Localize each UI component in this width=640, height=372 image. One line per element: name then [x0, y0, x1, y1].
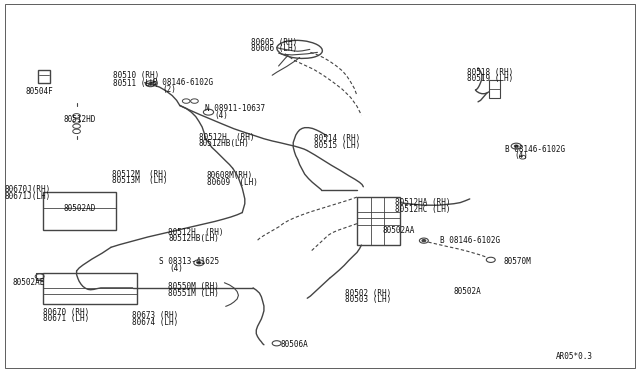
Text: (4): (4) [169, 264, 183, 273]
Text: 80502AA: 80502AA [383, 226, 415, 235]
Text: 80512HB(LH): 80512HB(LH) [199, 140, 250, 148]
Text: (4): (4) [515, 151, 528, 160]
Text: 80671J(LH): 80671J(LH) [4, 192, 51, 201]
Text: 80673 (RH): 80673 (RH) [132, 311, 179, 320]
Text: (2): (2) [163, 85, 177, 94]
Text: (4): (4) [215, 110, 228, 120]
Circle shape [422, 240, 426, 242]
Bar [489, 80, 500, 98]
Text: 80670J(RH): 80670J(RH) [4, 185, 51, 194]
Bar [43, 273, 137, 304]
Circle shape [515, 145, 518, 147]
Circle shape [197, 262, 201, 264]
Text: 80512HB(LH): 80512HB(LH) [168, 234, 220, 243]
Text: 80670 (RH): 80670 (RH) [43, 308, 89, 317]
Text: 80512M  (RH): 80512M (RH) [111, 170, 167, 179]
Text: B 08146-6102G: B 08146-6102G [505, 145, 565, 154]
Text: 80512HD: 80512HD [64, 115, 96, 124]
Text: 80502AD: 80502AD [64, 204, 96, 214]
Text: 80606 (LH): 80606 (LH) [251, 44, 298, 53]
Text: 80519 (LH): 80519 (LH) [467, 74, 513, 83]
Text: N 08911-10637: N 08911-10637 [205, 104, 266, 113]
Text: B 08146-6102G: B 08146-6102G [440, 236, 500, 245]
Text: 80515 (LH): 80515 (LH) [314, 141, 360, 150]
Bar [43, 192, 116, 230]
Bar [38, 70, 51, 83]
Text: S 08313-41625: S 08313-41625 [159, 257, 220, 266]
Text: 80506A: 80506A [280, 340, 308, 349]
Text: AR05*0.3: AR05*0.3 [556, 352, 593, 361]
Text: 80503 (LH): 80503 (LH) [346, 295, 392, 304]
Text: 80512HA (RH): 80512HA (RH) [395, 198, 451, 207]
Text: 80512H  (RH): 80512H (RH) [199, 133, 255, 142]
Text: 80502 (RH): 80502 (RH) [346, 289, 392, 298]
Text: 80502AE: 80502AE [13, 278, 45, 287]
Text: 80510 (RH): 80510 (RH) [113, 71, 159, 80]
Text: 80671 (LH): 80671 (LH) [43, 314, 89, 323]
Text: 80551M (LH): 80551M (LH) [168, 289, 220, 298]
Text: 80513M  (LH): 80513M (LH) [111, 176, 167, 185]
Text: 80674 (LH): 80674 (LH) [132, 318, 179, 327]
Text: 80518 (RH): 80518 (RH) [467, 68, 513, 77]
Text: 80512H  (RH): 80512H (RH) [168, 228, 224, 237]
Text: 80511 (LH): 80511 (LH) [113, 79, 159, 88]
Bar [357, 197, 400, 245]
Text: 80504F: 80504F [26, 87, 53, 96]
Text: 80609  (LH): 80609 (LH) [207, 178, 257, 187]
Text: 80605 (RH): 80605 (RH) [251, 38, 298, 46]
Text: 80514 (RH): 80514 (RH) [314, 134, 360, 143]
Text: 80502A: 80502A [454, 287, 481, 296]
Text: 80608M(RH): 80608M(RH) [207, 171, 253, 180]
Text: 80570M: 80570M [504, 257, 531, 266]
Circle shape [148, 83, 152, 85]
Text: 80512HC (LH): 80512HC (LH) [395, 205, 451, 214]
Text: 80550M (RH): 80550M (RH) [168, 282, 220, 291]
Text: B 08146-6102G: B 08146-6102G [153, 78, 213, 87]
